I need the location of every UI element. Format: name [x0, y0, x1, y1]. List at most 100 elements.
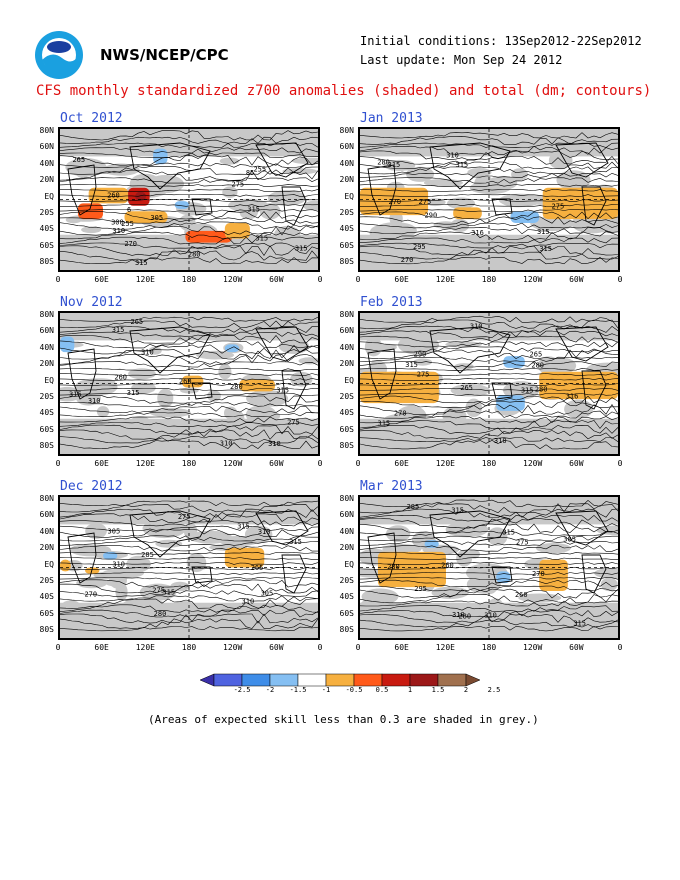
- lat-tick-label: 40N: [339, 342, 354, 352]
- map-canvas: 275 280 280 310 315 316 315 315 310 290 265 270 265: [360, 313, 618, 454]
- chart-title: CFS monthly standardized z700 anomalies …: [36, 83, 652, 99]
- low-skill-patch: [207, 390, 221, 402]
- lat-tick-label: 20S: [339, 391, 354, 401]
- contour-line: [360, 625, 618, 632]
- lon-tick-label: 0: [55, 459, 61, 468]
- lat-tick-label: EQ: [344, 375, 354, 385]
- lon-tick-label: 120W: [223, 459, 243, 468]
- low-skill-patch: [219, 157, 240, 165]
- lat-tick-label: 60S: [339, 240, 354, 250]
- lon-tick-label: 120W: [523, 275, 543, 284]
- coastline: [255, 326, 309, 362]
- contour-label: 290: [425, 211, 438, 219]
- colorbar-segment: [269, 673, 299, 687]
- contour-line: [60, 257, 318, 265]
- contour-line: [360, 530, 618, 536]
- contour-label: 265: [460, 384, 473, 392]
- lat-tick-label: 60S: [39, 424, 54, 434]
- lon-tick-label: 120E: [135, 459, 155, 468]
- low-skill-patch: [128, 368, 156, 380]
- coastline: [367, 348, 397, 400]
- contour-label: 255: [121, 220, 134, 228]
- anomaly-patch: [85, 567, 100, 574]
- contour-label: 270: [401, 256, 414, 264]
- coastline: [129, 510, 211, 558]
- contour-line: [60, 577, 318, 580]
- lat-tick-label: 80S: [39, 441, 54, 451]
- anomaly-patch: [424, 540, 439, 548]
- lon-tick-label: 60W: [269, 275, 284, 284]
- contour-line: [360, 346, 618, 353]
- low-skill-patch: [148, 346, 162, 355]
- anomaly-patch: [60, 559, 71, 572]
- contour-line: [60, 194, 318, 197]
- contour-label: 260: [441, 561, 454, 569]
- contour-label: 315: [537, 228, 550, 236]
- coastline: [429, 142, 511, 190]
- lat-tick-label: 80S: [339, 257, 354, 267]
- low-skill-patch: [71, 544, 92, 554]
- contour-line: [60, 567, 318, 570]
- coastline: [581, 186, 607, 226]
- contour-line: [60, 618, 318, 629]
- colorbar-segment: [199, 673, 215, 687]
- low-skill-patch: [218, 363, 232, 380]
- contour-label: 315: [388, 161, 401, 169]
- contour-line: [60, 562, 318, 565]
- lat-tick-label: 20S: [339, 575, 354, 585]
- contour-label: 295: [413, 243, 426, 251]
- lat-tick-label: 20S: [39, 391, 54, 401]
- contour-line: [360, 499, 618, 508]
- contour-label: 275: [552, 202, 565, 210]
- contour-label: 315: [451, 507, 464, 515]
- anomaly-patch: [224, 344, 240, 353]
- lat-tick-label: 60N: [339, 510, 354, 520]
- contour-label: 280: [535, 386, 548, 394]
- organization-label: NWS/NCEP/CPC: [100, 46, 229, 64]
- contour-line: [60, 209, 318, 212]
- contour-line: [360, 257, 618, 265]
- coastline: [555, 326, 609, 362]
- colorbar-segment: [297, 673, 327, 687]
- contour-line: [60, 395, 318, 404]
- lat-tick-label: 60S: [339, 424, 354, 434]
- contour-label: 275: [287, 418, 300, 426]
- lon-tick-label: 0: [55, 275, 61, 284]
- colorbar-segment: [213, 673, 243, 687]
- lon-tick-label: 60E: [394, 643, 409, 652]
- lat-tick-label: 60S: [339, 608, 354, 618]
- lon-tick-label: 120W: [223, 643, 243, 652]
- lon-tick-label: 60W: [269, 643, 284, 652]
- lat-tick-label: 40N: [39, 526, 54, 536]
- lat-tick-label: 40S: [39, 592, 54, 602]
- contour-line: [60, 583, 318, 594]
- contour-label: 315: [521, 387, 534, 395]
- contour-line: [60, 500, 318, 507]
- low-skill-patch: [481, 577, 498, 595]
- contour-label: 285: [407, 503, 420, 511]
- coastline: [191, 382, 213, 400]
- contour-line: [60, 361, 318, 368]
- contour-line: [60, 405, 318, 414]
- contour-label: 265: [131, 318, 144, 326]
- contour-line: [60, 325, 318, 333]
- contour-label: 315: [276, 386, 289, 394]
- contour-label: 280: [230, 383, 243, 391]
- contour-line: [360, 222, 618, 229]
- colorbar-segment: [465, 673, 481, 687]
- lon-tick-label: 60E: [394, 275, 409, 284]
- contour-line: [60, 535, 318, 542]
- map-panel: 275 280 280 310 315 316 315 315 310 290 265 270 265: [358, 311, 620, 456]
- lon-tick-label: 0: [317, 275, 323, 284]
- low-skill-patch: [81, 226, 102, 234]
- contour-line: [360, 237, 618, 244]
- contour-label: 316: [471, 229, 484, 237]
- coastline: [67, 164, 97, 216]
- low-skill-patch: [386, 525, 411, 543]
- anomaly-patch: [185, 230, 232, 243]
- low-skill-patch: [172, 600, 196, 611]
- coastline: [429, 326, 511, 374]
- lat-tick-label: EQ: [344, 559, 354, 569]
- contour-line: [60, 136, 318, 144]
- lat-tick-label: EQ: [44, 375, 54, 385]
